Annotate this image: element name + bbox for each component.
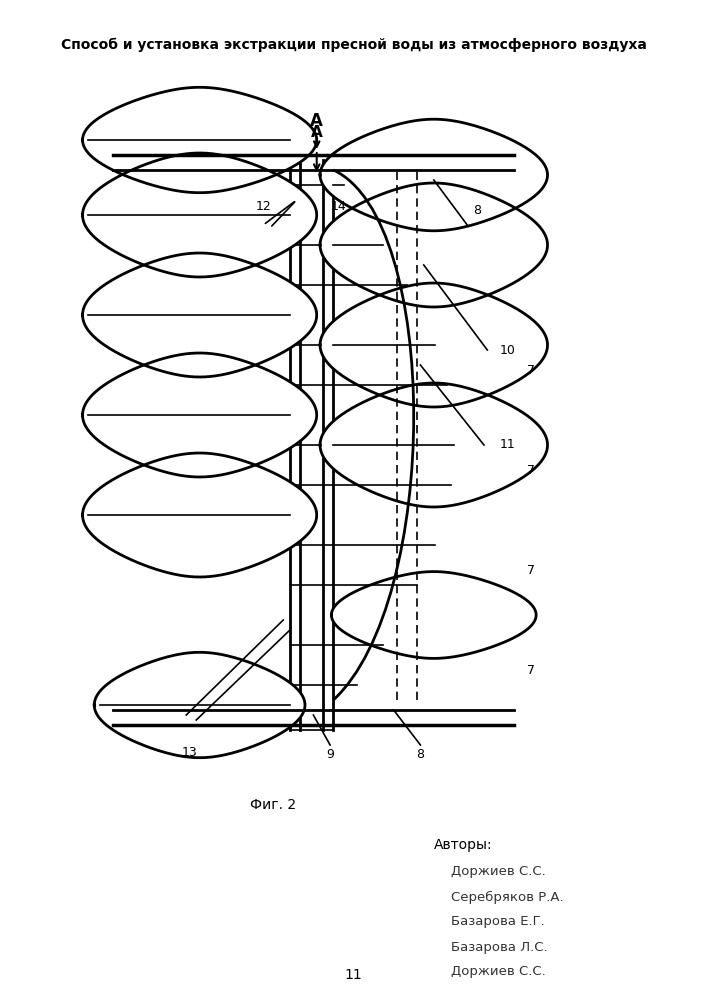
Text: Способ и установка экстракции пресной воды из атмосферного воздуха: Способ и установка экстракции пресной во…: [61, 38, 646, 52]
Text: 14: 14: [331, 200, 346, 214]
Text: 7: 7: [527, 664, 535, 676]
Text: 8: 8: [473, 204, 481, 217]
Polygon shape: [320, 383, 547, 507]
Polygon shape: [83, 87, 317, 193]
Text: 12: 12: [255, 200, 271, 214]
Text: 11: 11: [500, 438, 515, 452]
Polygon shape: [320, 283, 547, 407]
Text: 8: 8: [416, 748, 424, 762]
Text: Фиг. 2: Фиг. 2: [250, 798, 296, 812]
Polygon shape: [320, 183, 547, 307]
Polygon shape: [320, 119, 547, 231]
Text: 11: 11: [344, 968, 363, 982]
Text: Доржиев С.С.: Доржиев С.С.: [450, 966, 545, 978]
Text: Серебряков Р.А.: Серебряков Р.А.: [450, 890, 563, 904]
Text: 7: 7: [527, 363, 535, 376]
Text: А: А: [311, 125, 322, 140]
Polygon shape: [83, 253, 317, 377]
Polygon shape: [83, 153, 317, 277]
Text: 7: 7: [527, 564, 535, 576]
Polygon shape: [83, 453, 317, 577]
Polygon shape: [94, 652, 305, 758]
Text: 10: 10: [499, 344, 515, 357]
Text: 13: 13: [182, 746, 197, 758]
Text: 9: 9: [326, 748, 334, 762]
Text: А: А: [310, 112, 323, 130]
Polygon shape: [83, 353, 317, 477]
Text: Доржиев С.С.: Доржиев С.С.: [450, 865, 545, 879]
Text: Авторы:: Авторы:: [434, 838, 492, 852]
Text: Базарова Л.С.: Базарова Л.С.: [450, 940, 547, 954]
Text: 7: 7: [527, 464, 535, 477]
Text: Базарова Е.Г.: Базарова Е.Г.: [450, 916, 544, 928]
Polygon shape: [332, 572, 536, 658]
